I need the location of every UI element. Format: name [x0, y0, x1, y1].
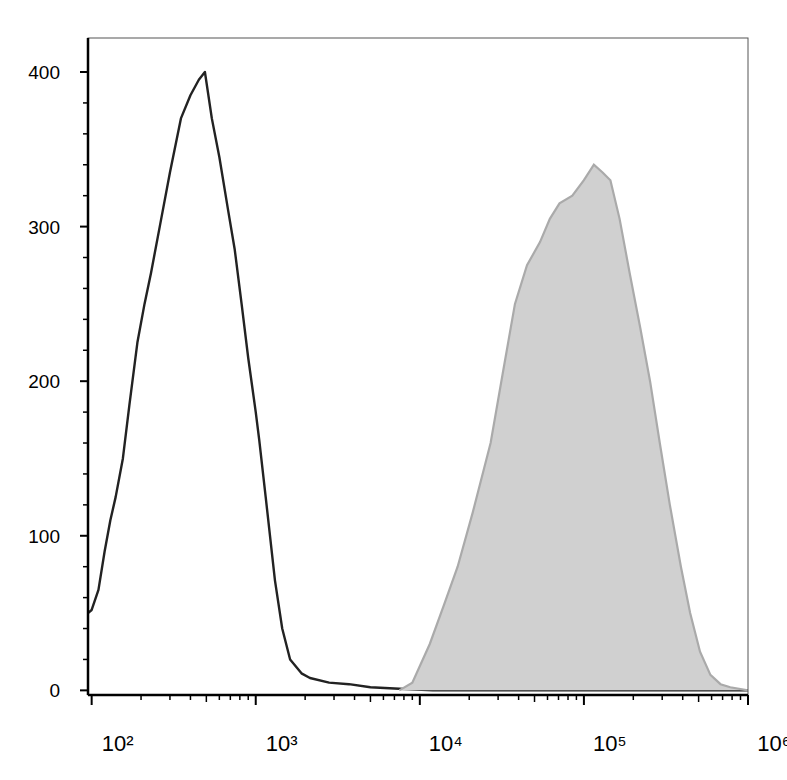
- x-minor-tick: [370, 695, 372, 702]
- y-minor-tick: [83, 442, 88, 444]
- x-minor-tick: [206, 695, 208, 702]
- y-minor-tick: [83, 350, 88, 352]
- x-minor-tick: [169, 695, 171, 700]
- x-tick-label: 10³: [266, 731, 298, 756]
- plot-frame: [88, 38, 748, 695]
- y-tick: [80, 380, 88, 382]
- x-minor-tick: [403, 695, 405, 700]
- x-tick-label: 10⁵: [593, 731, 627, 756]
- y-minor-tick: [83, 133, 88, 135]
- x-minor-tick: [394, 695, 396, 700]
- x-minor-tick: [567, 695, 569, 700]
- x-tick-label: 10⁴: [429, 731, 463, 756]
- y-tick: [80, 71, 88, 73]
- x-minor-tick: [140, 695, 142, 700]
- y-tick-label: 400: [28, 62, 60, 83]
- x-minor-tick: [722, 695, 724, 700]
- x-tick: [419, 695, 421, 705]
- y-minor-tick: [83, 288, 88, 290]
- chart: 10² 10³ 10⁴ 10⁵ 10⁶ 0 100 200 300 400: [0, 0, 787, 780]
- x-minor-tick: [731, 695, 733, 700]
- x-minor-tick: [633, 695, 635, 700]
- x-tick-label: 10²: [102, 731, 134, 756]
- y-minor-tick: [83, 319, 88, 321]
- y-tick-label: 0: [49, 680, 60, 701]
- x-minor-tick: [558, 695, 560, 700]
- x-minor-tick: [247, 695, 249, 700]
- y-minor-tick: [83, 597, 88, 599]
- x-minor-tick: [682, 695, 684, 700]
- x-tick: [255, 695, 257, 705]
- x-axis: [88, 694, 748, 697]
- x-minor-tick: [547, 695, 549, 700]
- x-minor-tick: [576, 695, 578, 700]
- x-minor-tick: [412, 695, 414, 700]
- x-minor-tick: [354, 695, 356, 700]
- y-minor-tick: [83, 164, 88, 166]
- x-minor-tick: [333, 695, 335, 700]
- y-tick: [80, 689, 88, 691]
- x-tick: [583, 695, 585, 705]
- x-minor-tick: [383, 695, 385, 700]
- x-minor-tick: [190, 695, 192, 700]
- y-tick: [80, 535, 88, 537]
- x-minor-tick: [468, 695, 470, 700]
- y-minor-tick: [83, 659, 88, 661]
- y-axis: [87, 38, 90, 695]
- y-tick-label: 200: [28, 371, 60, 392]
- x-minor-tick: [740, 695, 742, 700]
- x-minor-tick: [304, 695, 306, 700]
- y-minor-tick: [83, 411, 88, 413]
- x-minor-tick: [534, 695, 536, 702]
- y-minor-tick: [83, 504, 88, 506]
- x-minor-tick: [219, 695, 221, 700]
- x-tick-label: 10⁶: [757, 731, 787, 756]
- x-minor-tick: [661, 695, 663, 700]
- histogram-line: [88, 72, 748, 690]
- y-tick-label: 300: [28, 217, 60, 238]
- x-minor-tick: [230, 695, 232, 700]
- y-minor-tick: [83, 195, 88, 197]
- x-tick: [747, 695, 749, 705]
- plot-area: [88, 72, 748, 690]
- y-tick: [80, 226, 88, 228]
- x-tick: [91, 695, 93, 705]
- x-minor-tick: [239, 695, 241, 700]
- x-minor-tick: [497, 695, 499, 700]
- y-minor-tick: [83, 473, 88, 475]
- histogram-fill: [399, 165, 748, 691]
- x-minor-tick: [518, 695, 520, 700]
- histogram-outline: [399, 165, 748, 691]
- x-minor-tick: [698, 695, 700, 702]
- y-minor-tick: [83, 628, 88, 630]
- x-minor-tick: [711, 695, 713, 700]
- y-minor-tick: [83, 257, 88, 259]
- y-tick-label: 100: [28, 526, 60, 547]
- y-minor-tick: [83, 566, 88, 568]
- y-minor-tick: [83, 102, 88, 104]
